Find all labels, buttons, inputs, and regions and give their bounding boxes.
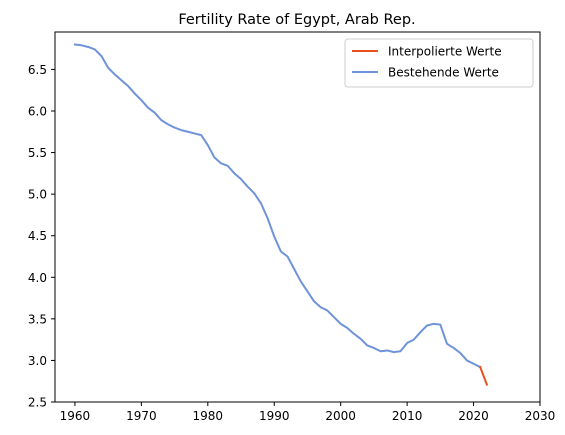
y-tick-label: 4.5 (28, 229, 47, 243)
x-tick-label: 2000 (325, 409, 356, 423)
y-tick-label: 3.0 (28, 354, 47, 368)
y-tick-label: 3.5 (28, 312, 47, 326)
y-tick-label: 4.0 (28, 271, 47, 285)
y-tick-label: 2.5 (28, 396, 47, 410)
x-tick-label: 2020 (458, 409, 489, 423)
legend-box (344, 38, 534, 88)
axes-frame (54, 31, 541, 403)
series-line-bestehende-werte (73, 43, 482, 369)
chart-title: Fertility Rate of Egypt, Arab Rep. (178, 12, 415, 28)
series-line-interpolierte-werte (478, 365, 489, 386)
plot-area (54, 31, 541, 403)
x-tick-label: 1990 (259, 409, 290, 423)
legend-label: Interpolierte Werte (388, 45, 502, 59)
y-axis: 2.5 3.0 3.5 4.0 4.5 5.0 5.5 6.0 6.5 (28, 63, 55, 410)
legend-label: Bestehende Werte (388, 66, 499, 80)
y-tick-label: 6.5 (28, 63, 47, 77)
y-tick-label: 6.0 (28, 104, 47, 118)
x-tick-label: 1980 (193, 409, 224, 423)
x-tick-label: 2030 (525, 409, 556, 423)
x-tick-label: 1970 (126, 409, 157, 423)
x-tick-label: 2010 (392, 409, 423, 423)
x-tick-label: 1960 (60, 409, 91, 423)
legend: Interpolierte Werte Bestehende Werte (344, 38, 534, 88)
y-tick-label: 5.5 (28, 146, 47, 160)
x-axis: 1960 1970 1980 1990 2000 2010 2020 2030 (60, 402, 556, 423)
y-tick-label: 5.0 (28, 188, 47, 202)
